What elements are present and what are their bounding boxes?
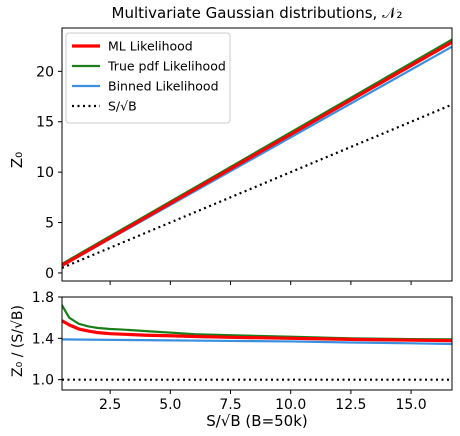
top-chart-title: Multivariate Gaussian distributions, 𝒩₂ (112, 4, 403, 22)
bottom-plot-area (62, 304, 452, 381)
bottom-y-tick-label: 1.8 (32, 290, 54, 306)
bottom-axes-frame (61, 296, 453, 391)
top-y-ticks: 0 5 10 15 20 (36, 64, 412, 285)
legend-label-ml-likelihood: ML Likelihood (108, 39, 193, 54)
bottom-x-axis-label: S/√B (B=50k) (206, 412, 308, 430)
top-y-tick-label: 5 (45, 216, 54, 232)
top-axes-frame (61, 27, 453, 282)
bottom-series-line-ml-likelihood (62, 319, 452, 343)
bottom-x-tick-label: 5.0 (159, 397, 181, 413)
legend-frame (65, 32, 231, 124)
top-plot-area (62, 38, 452, 269)
top-y-tick-label: 10 (36, 165, 54, 181)
bottom-axis-ticks: 1.0 1.4 1.8 2.5 5.0 7.5 10.0 12.5 15.0 (32, 290, 427, 413)
bottom-x-tick-label: 2.5 (99, 397, 121, 413)
bottom-y-axis-label: Z₀ / (S/√B) (10, 305, 26, 377)
bottom-y-tick-label: 1.4 (32, 331, 54, 347)
legend-label-s-b: S/√B (108, 99, 137, 114)
top-series-line-ml-likelihood (62, 40, 452, 267)
top-y-axis-label: Z₀ (8, 152, 26, 168)
bottom-x-tick-label: 7.5 (219, 397, 241, 413)
bottom-y-tick-label: 1.0 (32, 373, 54, 389)
bottom-series-line-binned-likelihood (62, 338, 452, 346)
top-series-line-s-b (62, 103, 452, 269)
top-y-tick-label: 15 (36, 115, 54, 131)
bottom-x-tick-label: 12.5 (335, 397, 366, 413)
legend-label-binned-likelihood: Binned Likelihood (108, 79, 219, 94)
bottom-x-tick-label: 15.0 (395, 397, 426, 413)
top-y-tick-label: 0 (45, 266, 54, 282)
legend-label-true-pdf-likelihood: True pdf Likelihood (107, 59, 226, 74)
bottom-x-tick-label: 10.0 (275, 397, 306, 413)
top-y-tick-label: 20 (36, 64, 54, 80)
legend: ML Likelihood True pdf Likelihood Binned L… (65, 32, 231, 124)
